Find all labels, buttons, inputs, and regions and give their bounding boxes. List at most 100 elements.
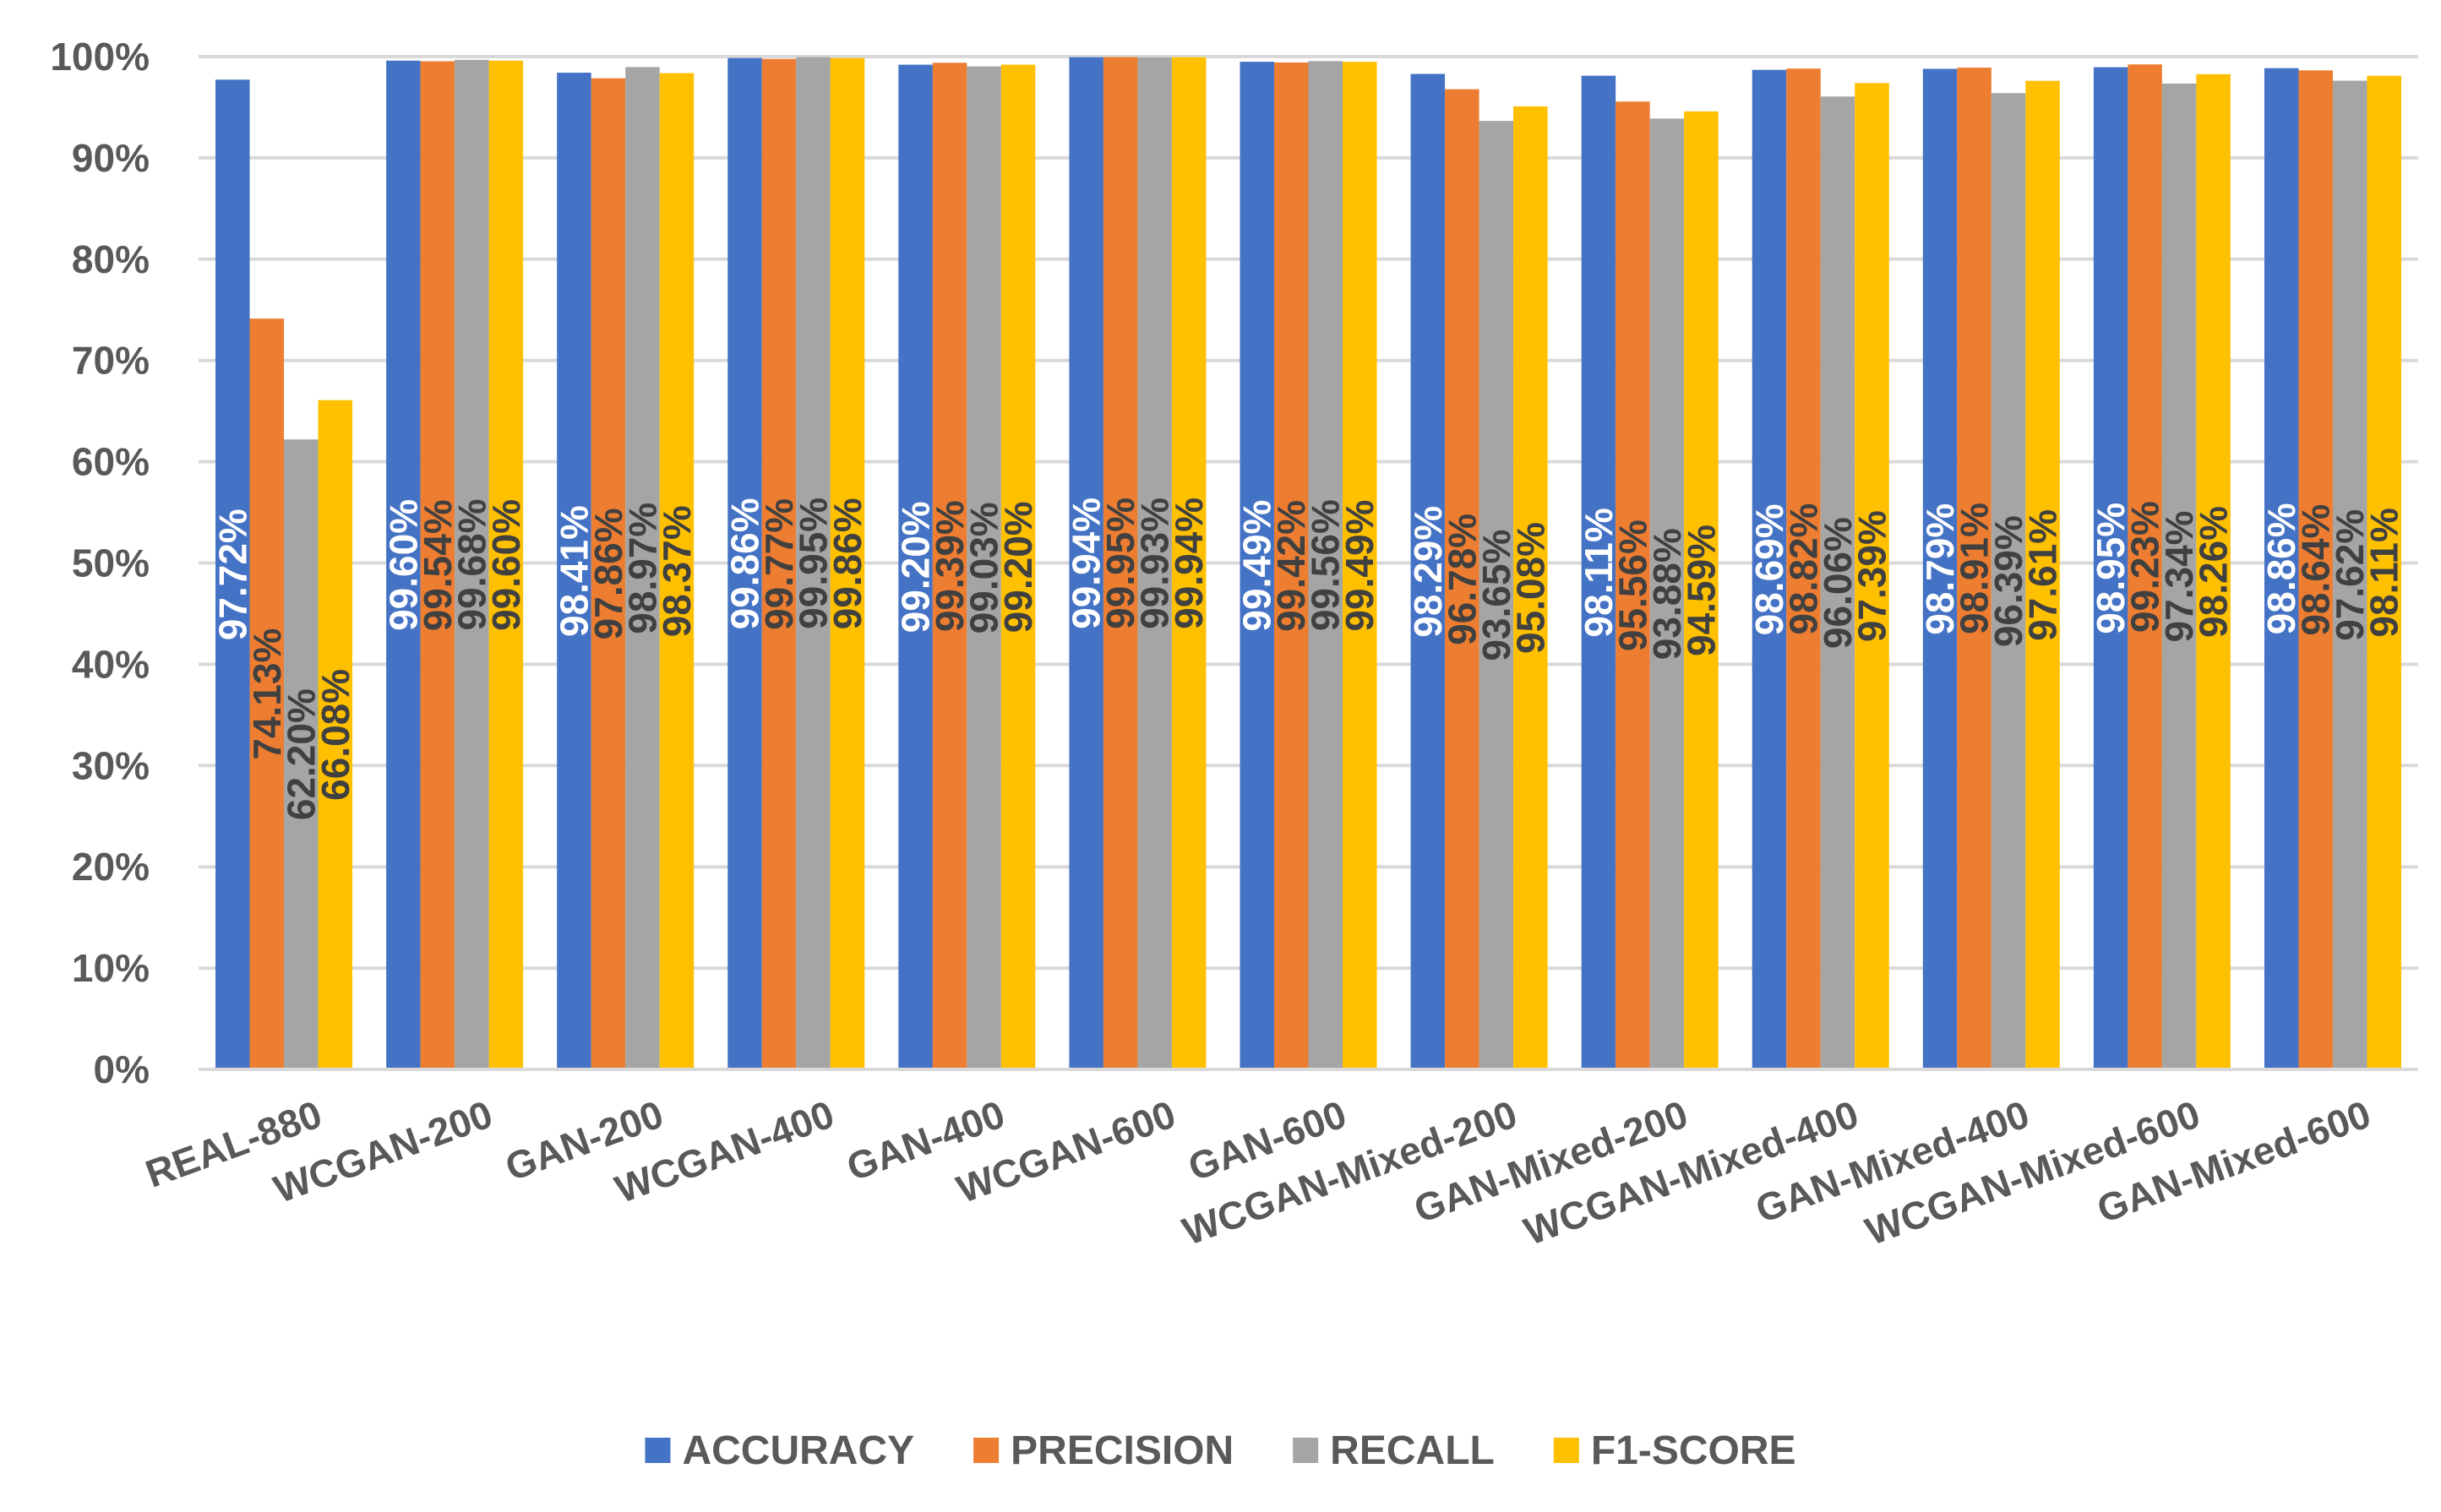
bar-f1-score-wcgan-200 [488,60,524,1069]
legend-label-accuracy: ACCURACY [682,1428,914,1473]
bar-accuracy-real-880 [215,79,250,1070]
data-label-recall-gan-mixed-200: 93.88% [1645,528,1689,660]
bar-recall-real-880 [284,439,319,1069]
data-label-f1-score-gan-mixed-200: 94.59% [1679,525,1723,656]
data-label-f1-score-wcgan-600: 99.94% [1167,498,1211,629]
legend-label-precision: PRECISION [1011,1428,1234,1473]
bar-accuracy-gan-200 [557,73,591,1070]
y-tick-label: 60% [72,440,150,484]
data-label-recall-gan-400: 99.03% [962,502,1006,634]
bar-accuracy-gan-mixed-600 [2264,68,2299,1070]
bar-f1-score-wcgan-600 [1171,57,1207,1070]
bar-precision-wcgan-400 [761,58,797,1070]
data-label-accuracy-wcgan-400: 99.86% [723,498,767,629]
data-label-recall-gan-600: 99.56% [1304,499,1348,631]
bar-f1-score-gan-mixed-200 [1684,111,1719,1069]
y-tick-label: 100% [50,35,150,79]
data-label-f1-score-gan-600: 99.49% [1338,500,1381,632]
bar-f1-score-gan-200 [659,73,695,1069]
data-label-f1-score-wcgan-mixed-600: 98.26% [2192,506,2236,638]
y-tick-label: 10% [72,946,150,990]
bar-recall-gan-400 [967,66,1001,1070]
bar-recall-wcgan-400 [796,57,831,1070]
bar-precision-wcgan-mixed-400 [1786,68,1821,1070]
legend-item-accuracy: ACCURACY [645,1428,914,1473]
data-label-precision-gan-mixed-600: 98.64% [2294,504,2338,636]
bar-accuracy-wcgan-mixed-200 [1410,73,1446,1069]
bar-recall-wcgan-mixed-200 [1479,121,1514,1070]
data-labels: 97.72%74.13%62.20%66.08%99.60%99.54%99.6… [210,498,2406,820]
data-label-f1-score-gan-mixed-600: 98.11% [2362,508,2406,637]
legend-item-f1-score: F1-SCORE [1553,1428,1796,1473]
bars [215,57,2401,1070]
data-label-accuracy-wcgan-200: 99.60% [381,499,425,631]
data-label-f1-score-gan-mixed-400: 97.61% [2021,509,2065,641]
bar-recall-wcgan-200 [455,59,489,1070]
data-label-accuracy-wcgan-mixed-400: 98.69% [1747,503,1791,635]
legend-label-f1-score: F1-SCORE [1591,1428,1796,1473]
data-label-precision-wcgan-600: 99.95% [1098,498,1142,629]
data-label-f1-score-gan-200: 98.37% [655,505,699,637]
bar-precision-real-880 [249,318,285,1070]
bar-precision-wcgan-600 [1103,57,1138,1070]
y-tick-label: 0% [94,1047,150,1091]
data-label-accuracy-wcgan-mixed-600: 98.95% [2089,503,2133,634]
data-label-precision-wcgan-mixed-600: 99.23% [2123,501,2167,633]
bar-recall-gan-mixed-200 [1649,118,1685,1070]
bar-precision-wcgan-200 [420,61,455,1070]
data-label-recall-wcgan-600: 99.93% [1133,498,1177,629]
bar-recall-gan-200 [625,67,660,1069]
data-label-precision-real-880: 74.13% [245,628,289,760]
data-label-recall-gan-200: 98.97% [620,503,664,634]
legend-item-recall: RECALL [1293,1428,1495,1473]
bar-f1-score-gan-mixed-400 [2025,80,2060,1069]
legend-label-recall: RECALL [1330,1428,1495,1473]
bar-accuracy-gan-600 [1240,62,1274,1070]
legend-swatch-accuracy [645,1438,671,1463]
data-label-recall-wcgan-400: 99.95% [792,498,836,629]
data-label-recall-wcgan-mixed-600: 97.34% [2157,510,2201,642]
legend-swatch-recall [1293,1438,1319,1463]
data-label-precision-gan-600: 99.42% [1269,500,1313,632]
data-label-precision-gan-mixed-400: 98.91% [1953,503,1997,634]
data-label-accuracy-gan-mixed-400: 98.79% [1918,503,1962,635]
bar-f1-score-gan-mixed-600 [2367,75,2401,1069]
y-tick-label: 30% [72,743,150,787]
data-label-f1-score-real-880: 66.08% [313,669,357,801]
data-label-precision-wcgan-400: 99.77% [757,498,801,630]
bar-accuracy-gan-400 [898,64,933,1069]
data-label-accuracy-gan-mixed-600: 98.86% [2259,503,2303,634]
legend-swatch-f1-score [1553,1438,1579,1463]
data-label-precision-gan-mixed-200: 95.56% [1610,519,1654,651]
bar-f1-score-real-880 [318,400,353,1069]
bar-accuracy-wcgan-200 [386,60,421,1069]
data-label-accuracy-gan-200: 98.41% [552,505,596,637]
data-label-precision-gan-200: 97.86% [586,508,630,639]
bar-recall-gan-mixed-400 [1991,93,2026,1069]
bar-precision-wcgan-mixed-200 [1445,89,1479,1070]
data-label-accuracy-gan-400: 99.20% [894,501,938,633]
bar-accuracy-wcgan-600 [1069,57,1103,1070]
data-label-recall-wcgan-mixed-200: 93.65% [1474,530,1518,661]
legend-item-precision: PRECISION [973,1428,1234,1473]
bar-accuracy-wcgan-mixed-400 [1752,69,1787,1069]
legend-swatch-precision [973,1438,1000,1463]
data-label-accuracy-real-880: 97.72% [210,509,254,640]
data-label-f1-score-gan-400: 99.20% [996,501,1040,633]
data-label-precision-wcgan-mixed-200: 96.78% [1440,514,1484,645]
data-label-f1-score-wcgan-mixed-200: 95.08% [1508,522,1552,654]
data-label-f1-score-wcgan-mixed-400: 97.39% [1850,510,1893,642]
data-label-accuracy-gan-600: 99.49% [1235,500,1279,632]
bar-f1-score-wcgan-mixed-600 [2196,73,2231,1070]
bar-recall-wcgan-mixed-600 [2161,83,2197,1069]
bar-precision-wcgan-mixed-600 [2128,64,2162,1069]
data-label-recall-real-880: 62.20% [279,688,323,820]
y-tick-label: 80% [72,237,150,281]
y-tick-label: 50% [72,541,150,585]
bar-recall-wcgan-600 [1137,57,1172,1069]
bar-f1-score-wcgan-mixed-200 [1513,106,1548,1069]
bar-accuracy-wcgan-mixed-600 [2093,67,2128,1070]
bar-precision-gan-mixed-400 [1957,68,1991,1070]
